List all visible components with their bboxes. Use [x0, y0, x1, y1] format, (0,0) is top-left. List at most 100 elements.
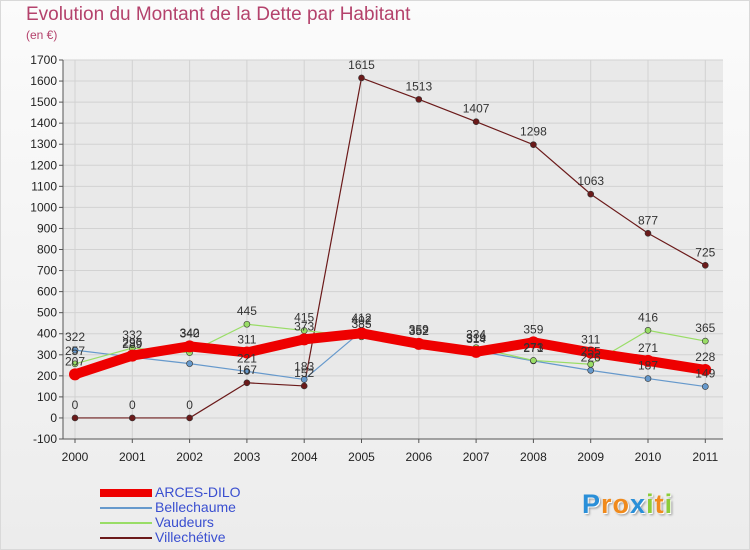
data-label: 0	[72, 398, 79, 412]
data-label: 332	[122, 328, 142, 342]
y-tick-label: 500	[37, 306, 57, 320]
data-label: 149	[695, 367, 715, 381]
series-point-3	[472, 118, 480, 125]
y-tick-label: 800	[37, 243, 57, 257]
legend-swatch	[100, 522, 152, 524]
series-point-2	[71, 360, 79, 368]
data-label: 1063	[577, 174, 604, 188]
x-tick-label: 2008	[520, 450, 547, 464]
series-point-2	[644, 327, 652, 334]
data-label: 359	[523, 322, 543, 336]
data-label: 296	[122, 336, 142, 350]
data-label: 416	[638, 310, 658, 324]
y-tick-label: 100	[37, 390, 57, 404]
series-point-0	[699, 363, 712, 376]
y-tick-label: 1700	[30, 53, 57, 67]
series-point-1	[300, 376, 308, 383]
logo-letter: r	[601, 489, 613, 519]
data-label: 314	[466, 332, 486, 346]
data-label: 402	[351, 313, 371, 327]
legend-swatch	[100, 489, 152, 497]
series-point-2	[243, 320, 251, 328]
x-tick-label: 2001	[119, 450, 146, 464]
x-tick-label: 2006	[405, 450, 432, 464]
x-tick-label: 2002	[176, 450, 203, 464]
series-point-0	[69, 368, 81, 381]
data-label: 311	[237, 332, 256, 346]
data-label: 257	[65, 344, 85, 358]
data-label: 228	[695, 350, 715, 364]
y-tick-label: 1400	[30, 116, 57, 130]
series-point-0	[126, 349, 139, 362]
series-point-3	[530, 141, 537, 148]
y-tick-label: 1500	[30, 95, 57, 109]
logo-letter: i	[664, 489, 674, 519]
data-label: 207	[65, 354, 85, 368]
series-point-2	[530, 357, 537, 364]
logo-letter: i	[646, 489, 655, 519]
y-tick-label: 1100	[31, 179, 57, 193]
series-point-0	[527, 336, 540, 349]
series-point-3	[587, 190, 595, 198]
series-point-3	[358, 74, 365, 82]
series-point-0	[298, 333, 311, 346]
logo-letter: t	[654, 489, 665, 519]
data-label: 1407	[463, 102, 490, 116]
series-line-0	[70, 328, 711, 380]
data-label: 415	[294, 311, 314, 325]
y-tick-label: 300	[37, 348, 57, 362]
data-label: 352	[409, 324, 429, 338]
data-label: 877	[638, 213, 658, 227]
series-point-3	[701, 261, 709, 269]
y-tick-label: 700	[37, 264, 57, 278]
y-tick-label: 200	[37, 369, 57, 383]
data-label: 322	[65, 330, 85, 344]
legend-swatch	[100, 537, 152, 539]
series-point-0	[183, 340, 196, 353]
series-point-3	[186, 414, 193, 422]
data-label: 255	[581, 344, 601, 358]
data-label: 226	[581, 350, 601, 364]
data-label: 187	[638, 359, 658, 373]
data-label: 342	[180, 326, 200, 340]
series-point-3	[129, 414, 136, 422]
y-tick-label: 400	[37, 327, 57, 341]
data-label: 271	[523, 341, 543, 355]
legend-swatch	[100, 507, 152, 509]
x-tick-label: 2005	[348, 450, 375, 464]
y-tick-label: 600	[37, 285, 57, 299]
y-tick-label: 0	[50, 411, 57, 425]
x-tick-label: 2000	[62, 450, 89, 464]
series-point-0	[584, 346, 597, 359]
data-label: 725	[695, 245, 715, 259]
series-point-1	[71, 346, 79, 354]
x-tick-label: 2010	[635, 450, 662, 464]
series-point-0	[240, 346, 253, 359]
series-point-1	[186, 360, 193, 367]
legend-label: Bellechaume	[155, 499, 236, 515]
series-point-3	[415, 96, 423, 103]
series-point-1	[587, 367, 595, 374]
data-label: 319	[466, 331, 486, 345]
y-tick-label: -100	[33, 432, 57, 446]
series-point-0	[412, 337, 425, 350]
series-point-1	[243, 368, 251, 375]
data-label: 152	[294, 366, 314, 380]
x-tick-label: 2004	[291, 450, 318, 464]
logo-letter: P	[582, 489, 602, 519]
y-tick-label: 1600	[30, 74, 57, 88]
data-label: 352	[409, 324, 429, 338]
series-point-1	[644, 375, 652, 382]
series-point-0	[470, 345, 483, 358]
data-label: 273	[523, 340, 543, 354]
data-label: 167	[237, 363, 257, 377]
series-point-2	[587, 360, 595, 368]
data-label: 311	[581, 332, 600, 346]
series-point-3	[644, 229, 652, 237]
logo-letter: o	[612, 489, 631, 519]
x-tick-label: 2007	[463, 450, 490, 464]
data-label: 385	[351, 317, 371, 331]
y-tick-label: 900	[37, 221, 57, 235]
x-tick-label: 2011	[692, 450, 718, 464]
